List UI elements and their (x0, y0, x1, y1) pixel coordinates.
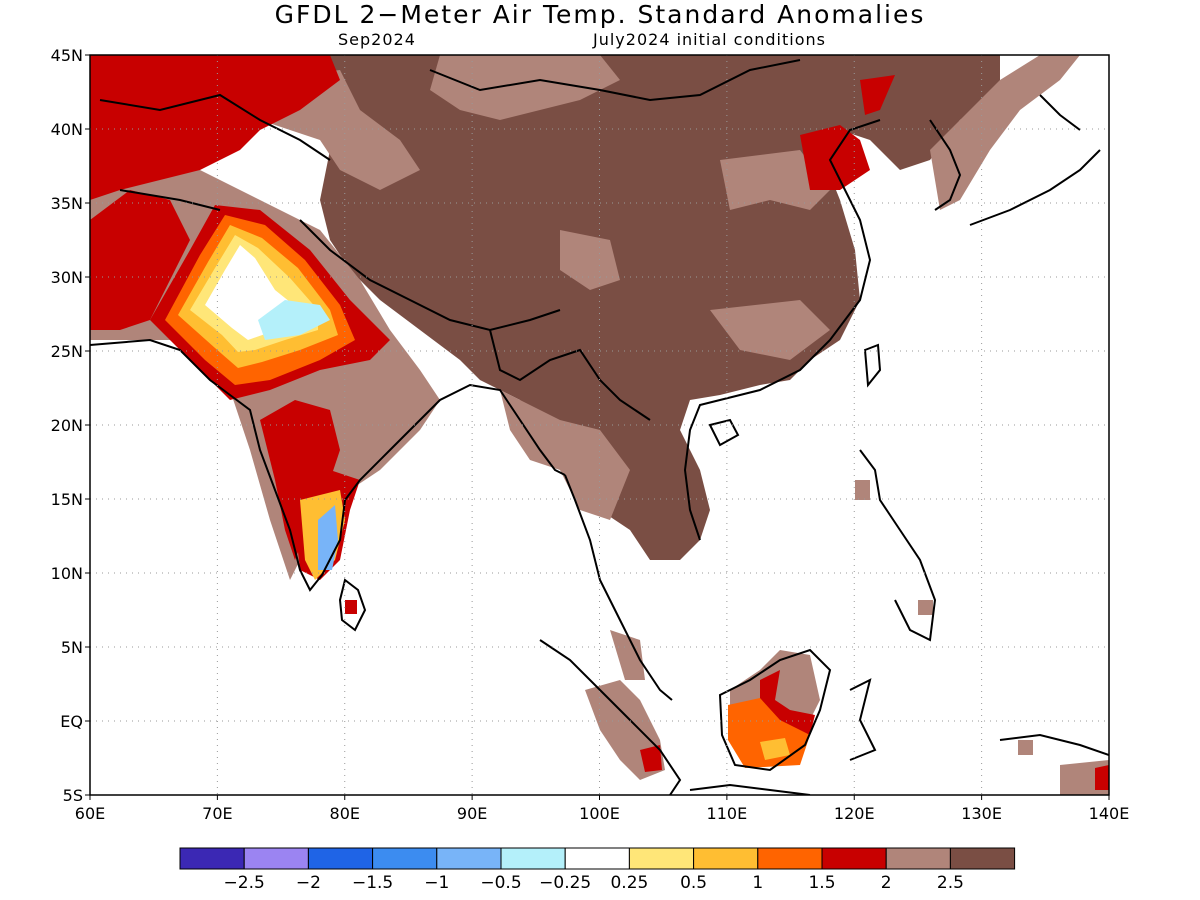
lat-label: 45N (51, 46, 83, 65)
colorbar-swatch (307, 847, 374, 870)
anomaly-region-mindanao (918, 600, 933, 615)
anomaly-region-borneo-amber (760, 738, 790, 760)
lat-label: 20N (51, 416, 83, 435)
anomaly-region-luzon (855, 480, 870, 500)
coastlines (90, 59, 1109, 795)
colorbar-swatch (372, 847, 438, 870)
lon-label: 90E (457, 804, 487, 823)
lat-label: 40N (51, 120, 83, 139)
colorbar-label: 1.5 (808, 873, 835, 893)
anomaly-region-northeast-china-light (720, 150, 830, 210)
anomaly-region-china-light (560, 230, 620, 290)
colorbar-swatch (757, 847, 823, 870)
colorbar-swatch (885, 847, 951, 870)
anomaly-region-new-guinea-hot (1095, 765, 1109, 790)
coast-japan (969, 94, 1101, 226)
colorbar-swatch (821, 847, 887, 870)
chart-title: GFDL 2−Meter Air Temp. Standard Anomalie… (274, 0, 926, 29)
forecast-month: Sep2024 (338, 30, 416, 49)
colorbar-label: −0.5 (480, 873, 521, 893)
coast-java (689, 783, 811, 795)
lon-label: 100E (579, 804, 620, 823)
lat-label: EQ (60, 712, 83, 731)
lon-label: 140E (1089, 804, 1130, 823)
colorbar-swatch (243, 847, 309, 870)
coast-arabian-india (90, 338, 566, 592)
anomaly-region-ne-china-hot (800, 125, 870, 190)
coast-vietnam (683, 119, 881, 541)
lat-label: 30N (51, 268, 83, 287)
anomaly-region-sri-lanka (345, 600, 357, 614)
border-himalaya (299, 219, 561, 332)
colorbar-swatch (564, 847, 630, 870)
lon-label: 80E (330, 804, 360, 823)
colorbar-swatch (693, 847, 759, 870)
colorbar-swatch (436, 847, 502, 870)
anomaly-region-bohai-hot (860, 75, 895, 115)
colorbar-label: −1 (424, 873, 449, 893)
initial-conditions-label: July2024 initial conditions (593, 30, 826, 49)
coast-new-guinea (999, 733, 1109, 756)
colorbar-swatch (949, 847, 1016, 870)
colorbar (179, 847, 1016, 870)
lat-label: 5N (61, 638, 83, 657)
colorbar-label: 0.25 (610, 873, 648, 893)
lat-label: 25N (51, 342, 83, 361)
colorbar-label: −2 (296, 873, 321, 893)
coast-sri-lanka (338, 578, 367, 632)
border-myanmar (489, 329, 651, 421)
anomaly-region-northwest-hot (90, 55, 340, 200)
anomaly-fields (90, 55, 1109, 795)
anomaly-region-nw-india-cool (258, 300, 330, 340)
lat-label: 35N (51, 194, 83, 213)
coast-taiwan (863, 343, 882, 388)
lon-label: 70E (202, 804, 232, 823)
lat-label: 15N (51, 490, 83, 509)
anomaly-region-malaya (610, 630, 645, 680)
lon-label: 60E (75, 804, 105, 823)
colorbar-label: −0.25 (539, 873, 591, 893)
colorbar-label: 2.5 (937, 873, 964, 893)
lat-label: 10N (51, 564, 83, 583)
colorbar-swatch (500, 847, 566, 870)
coast-indochina (564, 474, 673, 701)
border-china-mongolia (429, 59, 801, 102)
coast-korea (929, 119, 962, 211)
colorbar-label: −1.5 (352, 873, 393, 893)
anomaly-region-sumatra-hot (640, 745, 662, 772)
colorbar-swatch (628, 847, 695, 870)
colorbar-labels: −2.5 −2 −1.5 −1 −0.5 −0.25 0.25 0.5 1 1.5 2 2.5 (224, 873, 964, 893)
coast-philippines (859, 449, 937, 642)
anomaly-region-iran-hot (90, 190, 190, 330)
anomaly-region-indochina-light (500, 390, 630, 520)
coast-hainan (708, 418, 740, 447)
anomaly-region-south-china-light (710, 300, 830, 360)
latitude-labels: 45N 40N 35N 30N 25N 20N 15N 10N 5N EQ 5S (51, 46, 90, 805)
border-central-asia (99, 93, 331, 211)
anomaly-region-korea-japan-light (930, 55, 1080, 210)
colorbar-label: 1 (752, 873, 763, 893)
colorbar-label: −2.5 (224, 873, 265, 893)
coast-sulawesi (849, 678, 877, 761)
longitude-labels: 60E 70E 80E 90E 100E 110E 120E 130E 140E (75, 795, 1130, 823)
lon-label: 120E (834, 804, 875, 823)
anomaly-region-moluccas (1018, 740, 1033, 755)
coast-sumatra (539, 639, 682, 795)
colorbar-swatch (179, 847, 245, 870)
lon-label: 110E (707, 804, 748, 823)
anomaly-region-borneo-orange (728, 698, 810, 768)
anomaly-region-mongolia-light (430, 55, 620, 120)
lat-label: 5S (63, 786, 83, 805)
coast-borneo (718, 648, 832, 772)
colorbar-label: 0.5 (680, 873, 707, 893)
lon-label: 130E (961, 804, 1002, 823)
colorbar-label: 2 (881, 873, 892, 893)
